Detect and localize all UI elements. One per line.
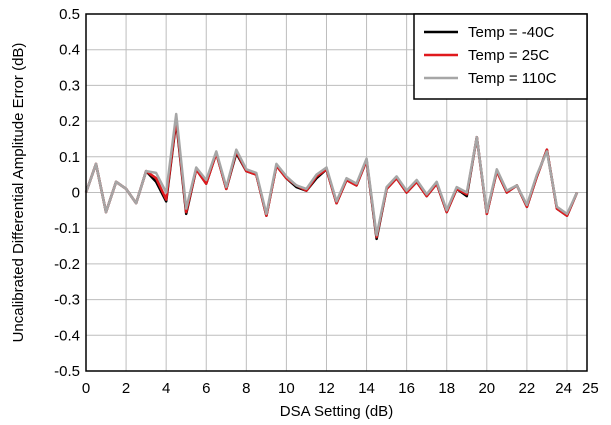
- x-tick-label: 20: [478, 380, 495, 397]
- plot-frame: [85, 13, 588, 372]
- x-tick-label: 10: [278, 380, 295, 397]
- y-tick-label: 0.4: [59, 42, 80, 59]
- legend-label: Temp = -40C: [468, 24, 554, 41]
- y-tick-label: 0.1: [59, 149, 80, 166]
- x-tick-label: 6: [202, 380, 210, 397]
- series-line-2: [84, 112, 579, 237]
- y-axis-title: Uncalibrated Differential Amplitude Erro…: [10, 43, 27, 343]
- x-axis-title: DSA Setting (dB): [280, 403, 393, 420]
- y-tick-label: 0: [72, 185, 80, 202]
- y-tick-label: -0.4: [54, 327, 80, 344]
- x-tick-label: 0: [82, 380, 90, 397]
- y-tick-label: -0.1: [54, 220, 80, 237]
- y-tick-label: -0.5: [54, 363, 80, 380]
- x-tick-label: 22: [519, 380, 536, 397]
- y-tick-label: 0.3: [59, 77, 80, 94]
- x-tick-label: 4: [162, 380, 170, 397]
- x-tick-label: 14: [358, 380, 375, 397]
- x-tick-label: 25: [582, 380, 599, 397]
- legend-box: [413, 13, 588, 100]
- x-tick-label: 16: [398, 380, 415, 397]
- y-tick-label: -0.2: [54, 256, 80, 273]
- y-tick-label: 0.2: [59, 113, 80, 130]
- x-tick-label: 24: [555, 380, 572, 397]
- x-tick-label: 2: [122, 380, 130, 397]
- x-tick-label: 8: [242, 380, 250, 397]
- legend-label: Temp = 25C: [468, 47, 549, 64]
- x-tick-label: 18: [438, 380, 455, 397]
- series-lines: [84, 112, 579, 241]
- legend: Temp = -40C Temp = 25C Temp = 110C: [413, 13, 588, 100]
- y-tick-label: 0.5: [59, 6, 80, 23]
- tick-labels: -0.5-0.4-0.3-0.2-0.100.10.20.30.40.50 2 4 6…: [54, 6, 599, 397]
- x-tick-label: 12: [318, 380, 335, 397]
- y-tick-label: -0.3: [54, 292, 80, 309]
- legend-label: Temp = 110C: [468, 70, 557, 87]
